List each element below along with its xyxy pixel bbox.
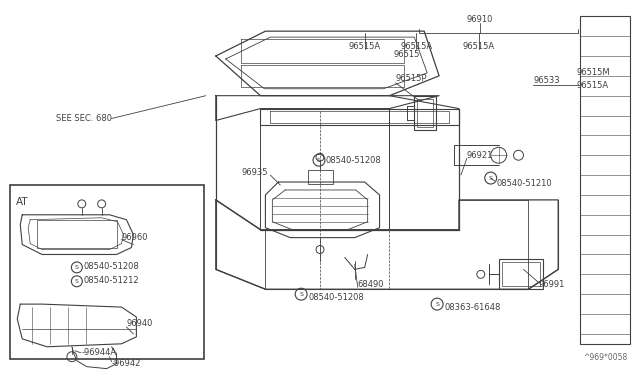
Text: 96921: 96921 — [467, 151, 493, 160]
Text: S: S — [317, 158, 321, 163]
Text: 96935: 96935 — [242, 168, 268, 177]
Text: 96515: 96515 — [393, 51, 420, 60]
Text: S: S — [435, 302, 439, 307]
Text: 08363-61648: 08363-61648 — [444, 302, 500, 312]
Text: 08540-51208: 08540-51208 — [84, 262, 140, 271]
Text: S: S — [75, 265, 79, 270]
Text: S: S — [300, 292, 303, 297]
Text: SEE SEC. 680: SEE SEC. 680 — [56, 114, 111, 123]
Text: 08540-51212: 08540-51212 — [84, 276, 140, 285]
Text: 08540-51208: 08540-51208 — [326, 156, 381, 165]
Bar — [499, 259, 543, 289]
Text: 96515A: 96515A — [463, 42, 495, 51]
Text: 96991: 96991 — [538, 280, 564, 289]
Text: S: S — [75, 279, 79, 284]
Text: 96515A: 96515A — [576, 81, 608, 90]
Text: ^969*0058: ^969*0058 — [584, 353, 628, 362]
Text: S: S — [489, 176, 493, 180]
Bar — [417, 99, 433, 128]
Text: 08540-51208: 08540-51208 — [308, 293, 364, 302]
Text: -96942: -96942 — [111, 359, 141, 368]
Text: 96533: 96533 — [533, 76, 560, 85]
Bar — [502, 262, 540, 286]
Text: 68490: 68490 — [358, 280, 384, 289]
Bar — [10, 185, 204, 359]
Text: -96944A: -96944A — [82, 348, 117, 357]
Text: AT: AT — [16, 197, 29, 207]
Text: 96515A: 96515A — [349, 42, 381, 51]
Text: 96515A: 96515A — [400, 42, 433, 51]
Bar — [308, 170, 333, 184]
Text: 96515P: 96515P — [396, 74, 427, 83]
Text: 96910: 96910 — [467, 15, 493, 24]
Bar — [37, 220, 116, 247]
Text: 96515M: 96515M — [576, 68, 610, 77]
Bar — [580, 16, 630, 344]
Text: 96940: 96940 — [127, 320, 153, 328]
Text: 96960: 96960 — [122, 233, 148, 242]
Text: 08540-51210: 08540-51210 — [497, 179, 552, 187]
Bar — [414, 96, 436, 131]
